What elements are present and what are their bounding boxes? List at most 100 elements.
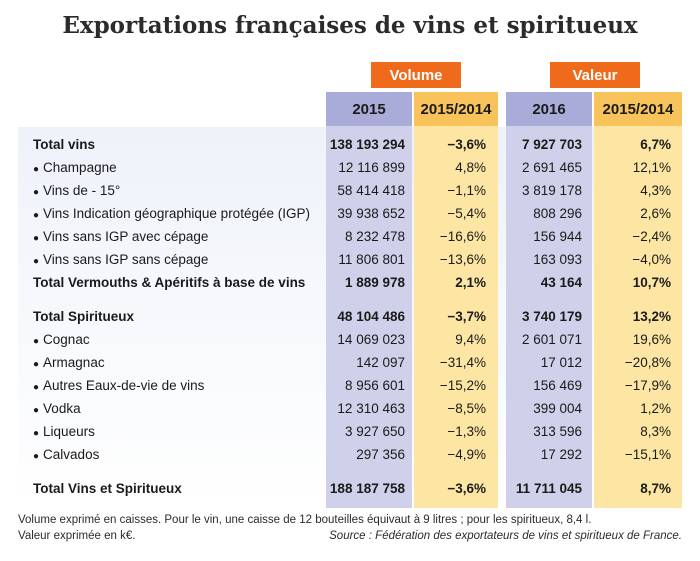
- table-row: Total Spiritueux 48 104 486 −3,7% 3 740 179…: [0, 306, 700, 328]
- row-label-text: Liqueurs: [43, 424, 95, 439]
- bullet-icon: ●: [33, 428, 40, 439]
- cell-volume-change: 9,4%: [455, 332, 486, 347]
- bullet-icon: ●: [33, 210, 40, 221]
- cell-volume-change: −31,4%: [439, 355, 486, 370]
- cell-valeur-change: 13,2%: [632, 309, 671, 324]
- row-label-text: Vins sans IGP sans cépage: [43, 252, 209, 267]
- row-label-text: Cognac: [43, 332, 90, 347]
- row-label-text: Armagnac: [43, 355, 105, 370]
- bullet-icon: ●: [33, 359, 40, 370]
- table-row: ● Vodka 12 310 463 −8,5% 399 004 1,2%: [0, 398, 700, 420]
- row-label: Total Spiritueux: [33, 306, 134, 328]
- bullet-icon: ●: [33, 256, 40, 267]
- group-label-volume: Volume: [371, 62, 461, 88]
- cell-valeur-2016: 2 691 465: [521, 160, 582, 175]
- table-row: Total vins 138 193 294 −3,6% 7 927 703 6,7%: [0, 134, 700, 156]
- row-label-text: Vins sans IGP avec cépage: [43, 229, 209, 244]
- table-row: ● Cognac 14 069 023 9,4% 2 601 071 19,6%: [0, 329, 700, 351]
- row-label-text: Vodka: [43, 401, 81, 416]
- column-volume-2015-bg: [326, 92, 412, 508]
- cell-volume-change: −1,1%: [447, 183, 486, 198]
- bullet-icon: ●: [33, 233, 40, 244]
- row-label: Total Vermouths & Apéritifs à base de vi…: [33, 272, 305, 294]
- table-row: Total Vermouths & Apéritifs à base de vi…: [0, 272, 700, 294]
- table-row: ● Autres Eaux-de-vie de vins 8 956 601 −15,…: [0, 375, 700, 397]
- bullet-icon: ●: [33, 405, 40, 416]
- column-header-volume-year: 2015: [326, 92, 412, 126]
- cell-volume-2015: 12 116 899: [338, 160, 405, 175]
- table-row: ● Vins sans IGP sans cépage 11 806 801 −13,…: [0, 249, 700, 271]
- bullet-icon: ●: [33, 451, 40, 462]
- column-header-valeur-change: 2015/2014: [594, 92, 682, 126]
- row-label: ● Autres Eaux-de-vie de vins: [33, 375, 204, 399]
- cell-valeur-2016: 3 819 178: [521, 183, 582, 198]
- cell-valeur-2016: 808 296: [533, 206, 582, 221]
- bullet-icon: ●: [33, 187, 40, 198]
- cell-valeur-2016: 17 292: [540, 447, 582, 462]
- cell-volume-2015: 39 938 652: [337, 206, 405, 221]
- row-label: ● Vins sans IGP sans cépage: [33, 249, 208, 273]
- cell-valeur-change: 1,2%: [640, 401, 671, 416]
- table-row: ● Liqueurs 3 927 650 −1,3% 313 596 8,3%: [0, 421, 700, 443]
- bullet-icon: ●: [33, 382, 40, 393]
- cell-volume-2015: 12 310 463: [337, 401, 405, 416]
- table-row: ● Vins de - 15° 58 414 418 −1,1% 3 819 178 4,…: [0, 180, 700, 202]
- cell-valeur-change: 6,7%: [640, 137, 671, 152]
- cell-volume-change: −3,6%: [447, 481, 486, 496]
- cell-volume-2015: 8 232 478: [344, 229, 405, 244]
- cell-valeur-2016: 2 601 071: [521, 332, 582, 347]
- footnote-volume: Volume exprimé en caisses. Pour le vin, …: [18, 514, 592, 526]
- row-label-text: Total vins: [33, 137, 96, 152]
- cell-valeur-change: −20,8%: [624, 355, 671, 370]
- row-label: ● Liqueurs: [33, 421, 95, 445]
- row-label: ● Vins sans IGP avec cépage: [33, 226, 208, 250]
- cell-volume-2015: 8 956 601: [344, 378, 405, 393]
- bullet-icon: ●: [33, 336, 40, 347]
- row-label-text: Autres Eaux-de-vie de vins: [43, 378, 205, 393]
- row-label: ● Vodka: [33, 398, 81, 422]
- cell-volume-2015: 188 187 758: [329, 481, 405, 496]
- cell-valeur-2016: 7 927 703: [521, 137, 582, 152]
- cell-valeur-2016: 156 944: [533, 229, 582, 244]
- row-label: ● Vins de - 15°: [33, 180, 120, 204]
- cell-valeur-change: −15,1%: [624, 447, 671, 462]
- row-label-text: Total Vermouths & Apéritifs à base de vi…: [33, 275, 306, 290]
- row-label-text: Vins de - 15°: [43, 183, 121, 198]
- cell-volume-change: −13,6%: [439, 252, 486, 267]
- cell-volume-2015: 1 889 978: [344, 275, 405, 290]
- row-label: Total Vins et Spiritueux: [33, 478, 182, 500]
- source-note: Source : Fédération des exportateurs de …: [329, 530, 682, 542]
- bullet-icon: ●: [33, 164, 40, 175]
- cell-volume-change: −16,6%: [439, 229, 486, 244]
- cell-valeur-change: 8,7%: [640, 481, 671, 496]
- row-label-text: Vins Indication géographique protégée (I…: [43, 206, 310, 221]
- cell-valeur-change: −17,9%: [624, 378, 671, 393]
- cell-valeur-change: 12,1%: [632, 160, 671, 175]
- row-label-text: Total Vins et Spiritueux: [33, 481, 182, 496]
- cell-valeur-2016: 399 004: [533, 401, 582, 416]
- cell-volume-change: −3,7%: [447, 309, 486, 324]
- row-label: ● Cognac: [33, 329, 90, 353]
- table-row: ● Vins sans IGP avec cépage 8 232 478 −16,6…: [0, 226, 700, 248]
- cell-valeur-2016: 163 093: [533, 252, 582, 267]
- row-label-text: Champagne: [43, 160, 117, 175]
- row-label-text: Total Spiritueux: [33, 309, 135, 324]
- cell-volume-change: −3,6%: [447, 137, 486, 152]
- cell-volume-2015: 11 806 801: [338, 252, 405, 267]
- cell-valeur-2016: 17 012: [540, 355, 582, 370]
- table-row: ● Armagnac 142 097 −31,4% 17 012 −20,8%: [0, 352, 700, 374]
- cell-valeur-change: 19,6%: [632, 332, 671, 347]
- row-label: ● Calvados: [33, 444, 99, 468]
- cell-valeur-change: 10,7%: [632, 275, 671, 290]
- group-label-valeur: Valeur: [550, 62, 640, 88]
- column-header-valeur-year: 2016: [506, 92, 592, 126]
- cell-volume-2015: 48 104 486: [337, 309, 405, 324]
- row-label: ● Champagne: [33, 157, 117, 181]
- cell-valeur-change: −4,0%: [632, 252, 671, 267]
- cell-valeur-2016: 3 740 179: [521, 309, 582, 324]
- cell-volume-change: 2,1%: [455, 275, 486, 290]
- cell-valeur-change: 8,3%: [640, 424, 671, 439]
- cell-volume-2015: 3 927 650: [344, 424, 405, 439]
- table-row: ● Calvados 297 356 −4,9% 17 292 −15,1%: [0, 444, 700, 466]
